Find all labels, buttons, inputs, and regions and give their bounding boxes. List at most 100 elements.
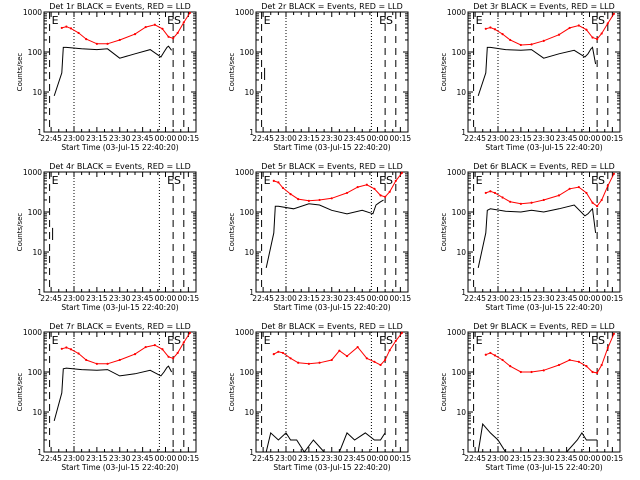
series-point bbox=[585, 191, 588, 195]
series-point bbox=[585, 365, 588, 368]
annotation-e: E bbox=[264, 334, 271, 347]
series-point bbox=[530, 370, 533, 374]
y-tick-label: 1 bbox=[461, 128, 466, 137]
x-tick-label: 23:00 bbox=[275, 294, 297, 303]
series-point bbox=[144, 25, 147, 29]
x-tick-label: 23:15 bbox=[298, 134, 320, 143]
y-axis-label: Counts/sec bbox=[440, 373, 448, 412]
series-point bbox=[557, 363, 561, 367]
series-point bbox=[530, 201, 533, 204]
series-point bbox=[289, 357, 292, 360]
series-point bbox=[606, 346, 609, 350]
series-point bbox=[379, 363, 382, 367]
series-point bbox=[277, 181, 280, 184]
panel-8: Det 8r BLACK = Events, RED = LLD 1 10 100 10… bbox=[228, 322, 411, 472]
series-line-1 bbox=[477, 422, 598, 453]
y-axis-label: Counts/sec bbox=[16, 53, 24, 92]
x-tick-label: 00:15 bbox=[390, 454, 412, 463]
x-tick-label: 00:15 bbox=[602, 134, 624, 143]
x-tick-label: 23:45 bbox=[132, 134, 154, 143]
series-point bbox=[394, 339, 397, 342]
y-tick-label: 1 bbox=[249, 128, 254, 137]
x-tick-label: 23:15 bbox=[298, 454, 320, 463]
y-tick-label: 10 bbox=[244, 248, 254, 257]
y-tick-label: 10 bbox=[456, 248, 466, 257]
x-tick-label: 23:00 bbox=[63, 134, 85, 143]
series-point bbox=[509, 365, 512, 368]
series-point bbox=[345, 191, 349, 195]
series-point bbox=[188, 11, 191, 14]
annotation-es: ES bbox=[167, 174, 181, 187]
y-axis-label: Counts/sec bbox=[16, 213, 24, 252]
y-tick-label: 100 bbox=[240, 48, 255, 57]
series-point bbox=[606, 184, 609, 187]
y-tick-label: 1 bbox=[249, 448, 254, 457]
series-point bbox=[384, 195, 387, 198]
y-axis-label: Counts/sec bbox=[440, 213, 448, 252]
annotation-e: E bbox=[264, 14, 271, 27]
series-point bbox=[365, 357, 368, 360]
y-axis-label: Counts/sec bbox=[16, 373, 24, 412]
x-axis-label: Start Time (03-Jul-15 22:40:20) bbox=[485, 303, 602, 312]
x-tick-label: 23:00 bbox=[487, 454, 509, 463]
series-point bbox=[484, 27, 487, 30]
series-point bbox=[161, 348, 164, 351]
series-point bbox=[153, 344, 156, 347]
x-tick-label: 22:45 bbox=[464, 294, 486, 303]
series-point bbox=[519, 202, 522, 205]
series-point bbox=[60, 26, 63, 30]
y-tick-label: 1000 bbox=[23, 168, 42, 177]
series-point bbox=[297, 198, 300, 201]
x-tick-label: 23:30 bbox=[321, 454, 343, 463]
annotation-e: E bbox=[52, 14, 59, 27]
y-tick-label: 1 bbox=[249, 288, 254, 297]
x-tick-label: 00:00 bbox=[155, 454, 177, 463]
panel-7: Det 7r BLACK = Events, RED = LLD 1 10 100 10… bbox=[16, 322, 199, 472]
x-tick-label: 23:30 bbox=[109, 454, 131, 463]
series-point bbox=[176, 351, 179, 355]
x-tick-label: 22:45 bbox=[40, 294, 62, 303]
series-point bbox=[188, 331, 191, 334]
x-tick-label: 23:30 bbox=[533, 294, 555, 303]
x-tick-label: 22:45 bbox=[252, 134, 274, 143]
x-tick-label: 23:30 bbox=[533, 134, 555, 143]
series-point bbox=[133, 353, 137, 356]
x-tick-label: 22:45 bbox=[464, 134, 486, 143]
x-tick-label: 23:45 bbox=[556, 294, 578, 303]
series-point bbox=[356, 185, 359, 189]
series-point bbox=[596, 205, 599, 208]
series-point bbox=[568, 358, 571, 362]
x-axis-label: Start Time (03-Jul-15 22:40:20) bbox=[485, 143, 602, 152]
x-tick-label: 23:30 bbox=[321, 134, 343, 143]
series-point bbox=[489, 26, 492, 29]
series-point bbox=[167, 35, 170, 38]
annotation-es: ES bbox=[379, 334, 393, 347]
annotation-es: ES bbox=[167, 14, 181, 27]
series-point bbox=[297, 361, 300, 364]
x-tick-label: 23:15 bbox=[510, 134, 532, 143]
series-line-1 bbox=[265, 431, 386, 453]
x-tick-label: 23:45 bbox=[344, 134, 366, 143]
x-tick-label: 00:00 bbox=[367, 134, 389, 143]
panel-4: Det 4r BLACK = Events, RED = LLD 1 10 100 10… bbox=[16, 162, 199, 312]
x-tick-label: 23:00 bbox=[275, 454, 297, 463]
panel-3: Det 3r BLACK = Events, RED = LLD 1 10 100 10… bbox=[440, 2, 623, 152]
series-point bbox=[69, 348, 73, 351]
panel-6: Det 6r BLACK = Events, RED = LLD 1 10 100 10… bbox=[440, 162, 623, 312]
series-point bbox=[289, 193, 292, 196]
series-point bbox=[600, 198, 603, 202]
y-tick-label: 10 bbox=[32, 408, 42, 417]
series-point bbox=[577, 185, 580, 189]
x-axis-label: Start Time (03-Jul-15 22:40:20) bbox=[273, 143, 390, 152]
x-tick-label: 22:45 bbox=[252, 454, 274, 463]
series-point bbox=[400, 331, 403, 334]
x-tick-label: 00:00 bbox=[579, 454, 601, 463]
x-tick-label: 23:45 bbox=[344, 294, 366, 303]
series-point bbox=[161, 27, 164, 30]
series-point bbox=[272, 353, 275, 356]
x-tick-label: 00:00 bbox=[579, 294, 601, 303]
x-tick-label: 00:00 bbox=[155, 294, 177, 303]
y-axis-label: Counts/sec bbox=[228, 373, 236, 412]
y-tick-label: 1000 bbox=[23, 328, 42, 337]
y-axis-label: Counts/sec bbox=[440, 53, 448, 92]
